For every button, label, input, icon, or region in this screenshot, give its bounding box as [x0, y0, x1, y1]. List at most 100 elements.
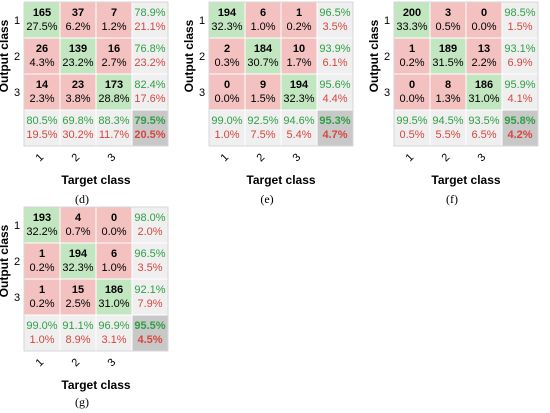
cm-f-row-summary-1-percent: 1.5%: [507, 21, 532, 33]
cm-g-cell-1-1-value: 193: [33, 212, 51, 224]
cm-d-cell-3-3: 173 28.8%: [95, 73, 133, 111]
cm-d-row-summary-1-value: 78.9%: [134, 7, 165, 19]
cm-d-cell-2-1-value: 26: [36, 43, 48, 55]
cm-e-ytick-3: 3: [199, 87, 205, 99]
cm-d-col-summary-3-value: 88.3%: [98, 115, 129, 127]
cm-d-xtick-3: 3: [105, 151, 118, 164]
cm-e-xtick-3: 3: [290, 151, 303, 164]
cm-g-cell-3-2-value: 15: [72, 284, 84, 296]
cm-g-cell-3-3: 186 31.0%: [95, 278, 133, 316]
cm-e-ytick-2: 2: [199, 51, 205, 63]
cm-d-row-summary-2-value: 76.8%: [134, 43, 165, 55]
cm-e-cell-2-3-percent: 1.7%: [286, 57, 311, 69]
cm-g-cell-1-2-value: 4: [75, 212, 82, 224]
cm-e-cell-3-3-value: 194: [290, 79, 309, 91]
cm-d-cell-2-1-percent: 4.3%: [29, 57, 54, 69]
cm-g-col-summary-3-value: 96.9%: [98, 320, 129, 332]
cm-g-ytick-3: 3: [14, 292, 20, 304]
cm-e-xlabel: Target class: [246, 173, 315, 187]
cm-e-cell-1-3: 1 0.2%: [280, 1, 318, 39]
cm-d-row-summary-3-bg: [131, 73, 169, 111]
cm-g-row-summary-3-bg: [131, 278, 169, 316]
cm-e-ytick-1: 1: [199, 15, 205, 27]
cm-g-xlabel: Target class: [61, 378, 130, 392]
cm-svg-f: 200 33.3% 3 0.5% 0 0.0% 98.5% 1.5% 1 0.2% 189 31.5%…: [367, 1, 539, 187]
cm-e-cell-3-2-percent: 1.5%: [250, 93, 275, 105]
cm-f-row-summary-1-value: 98.5%: [504, 7, 535, 19]
cm-f-cell-3-1-value: 0: [409, 79, 415, 91]
cm-e-col-summary-2-bg: [244, 109, 282, 147]
cm-e-cell-3-3-percent: 32.3%: [283, 93, 314, 105]
cm-g-ylabel: Output class: [0, 224, 11, 297]
cm-g-cell-1-1: 193 32.2%: [23, 206, 61, 244]
cm-f-overall-bg: [501, 109, 539, 147]
cm-g-cell-2-2-value: 194: [69, 248, 88, 260]
cm-e-row-summary-2: 93.9% 6.1%: [316, 37, 354, 75]
cm-f-cell-1-2: 3 0.5%: [429, 1, 467, 39]
cm-e-col-summary-2: 92.5% 7.5%: [244, 109, 282, 147]
cm-d-ytick-3: 3: [14, 87, 20, 99]
cm-g-col-summary-1-value: 99.0%: [26, 320, 57, 332]
cm-f-frame: [393, 1, 539, 147]
cm-d-overall-value: 79.5%: [134, 115, 165, 127]
cm-f-row-summary-2-percent: 6.9%: [507, 57, 532, 69]
cm-f-cell-1-1-percent: 33.3%: [396, 21, 427, 33]
cm-g-cell-1-3-percent: 0.0%: [101, 226, 126, 238]
cm-f-col-summary-2-value: 94.5%: [432, 115, 463, 127]
cm-g-row-summary-3-value: 92.1%: [134, 284, 165, 296]
cm-g-row-summary-2: 96.5% 3.5%: [131, 242, 169, 280]
cm-f-ytick-1: 1: [384, 15, 390, 27]
panel-label-d: (d): [75, 192, 89, 206]
cm-g-cell-2-1: 1 0.2%: [23, 242, 61, 280]
cm-g-col-summary-1: 99.0% 1.0%: [23, 314, 61, 352]
cm-d-cell-3-2-percent: 3.8%: [65, 93, 90, 105]
cm-g-row-summary-2-value: 96.5%: [134, 248, 165, 260]
cm-f-col-summary-3-value: 93.5%: [468, 115, 499, 127]
cm-d-cell-2-2-percent: 23.2%: [62, 57, 93, 69]
cm-e-row-summary-2-bg: [316, 37, 354, 75]
cm-e-cell-1-3-bg: [280, 1, 318, 39]
cm-d-col-summary-1-percent: 19.5%: [26, 129, 57, 141]
cm-d-cell-1-1-percent: 27.5%: [26, 21, 57, 33]
cm-e-col-summary-1-percent: 1.0%: [214, 129, 239, 141]
cm-g-cell-1-1-percent: 32.2%: [26, 226, 57, 238]
cm-g-overall: 95.5% 4.5%: [131, 314, 169, 352]
cm-f-row-summary-2: 93.1% 6.9%: [501, 37, 539, 75]
cm-f-xtick-2: 2: [439, 151, 452, 164]
cm-e-row-summary-2-percent: 6.1%: [322, 57, 347, 69]
cm-g-col-summary-2-percent: 8.9%: [65, 334, 90, 346]
cm-d-cell-1-2-bg: [59, 1, 97, 39]
cm-g-row-summary-1: 98.0% 2.0%: [131, 206, 169, 244]
cm-e-col-summary-3: 94.6% 5.4%: [280, 109, 318, 147]
cm-e-cell-2-1-bg: [208, 37, 246, 75]
cm-e-cell-2-2: 184 30.7%: [244, 37, 282, 75]
confusion-matrix-f: 200 33.3% 3 0.5% 0 0.0% 98.5% 1.5% 1 0.2% 189 31.5%…: [367, 0, 539, 206]
cm-f-col-summary-3: 93.5% 6.5%: [465, 109, 503, 147]
cm-f-row-summary-1: 98.5% 1.5%: [501, 1, 539, 39]
cm-f-cell-1-3-value: 0: [481, 7, 487, 19]
cm-f-xtick-1: 1: [403, 151, 416, 164]
cm-d-cell-2-3-value: 16: [108, 43, 120, 55]
cm-f-col-summary-1: 99.5% 0.5%: [393, 109, 431, 147]
cm-f-xlabel: Target class: [431, 173, 500, 187]
cm-e-overall: 95.3% 4.7%: [316, 109, 354, 147]
cm-f-ytick-3: 3: [384, 87, 390, 99]
cm-g-xtick-2: 2: [69, 356, 82, 369]
cm-e-cell-1-3-value: 1: [296, 7, 302, 19]
cm-g-cell-2-3-value: 6: [111, 248, 117, 260]
cm-e-cell-1-3-percent: 0.2%: [286, 21, 311, 33]
cm-e-cell-1-2-percent: 1.0%: [250, 21, 275, 33]
cm-e-col-summary-2-value: 92.5%: [247, 115, 278, 127]
cm-d-cell-2-1: 26 4.3%: [23, 37, 61, 75]
cm-g-col-summary-2: 91.1% 8.9%: [59, 314, 97, 352]
cm-d-row-summary-2: 76.8% 23.2%: [131, 37, 169, 75]
cm-e-col-summary-3-value: 94.6%: [283, 115, 314, 127]
cm-d-cell-3-2-bg: [59, 73, 97, 111]
cm-d-row-summary-2-percent: 23.2%: [134, 57, 165, 69]
cm-f-cell-3-2-value: 8: [445, 79, 451, 91]
cm-d-cell-2-3-percent: 2.7%: [101, 57, 126, 69]
cm-e-row-summary-3-percent: 4.4%: [322, 93, 347, 105]
cm-e-cell-1-2-value: 6: [260, 7, 266, 19]
cm-d-cell-1-3-value: 7: [111, 7, 117, 19]
cm-d-cell-3-3-value: 173: [105, 79, 123, 91]
